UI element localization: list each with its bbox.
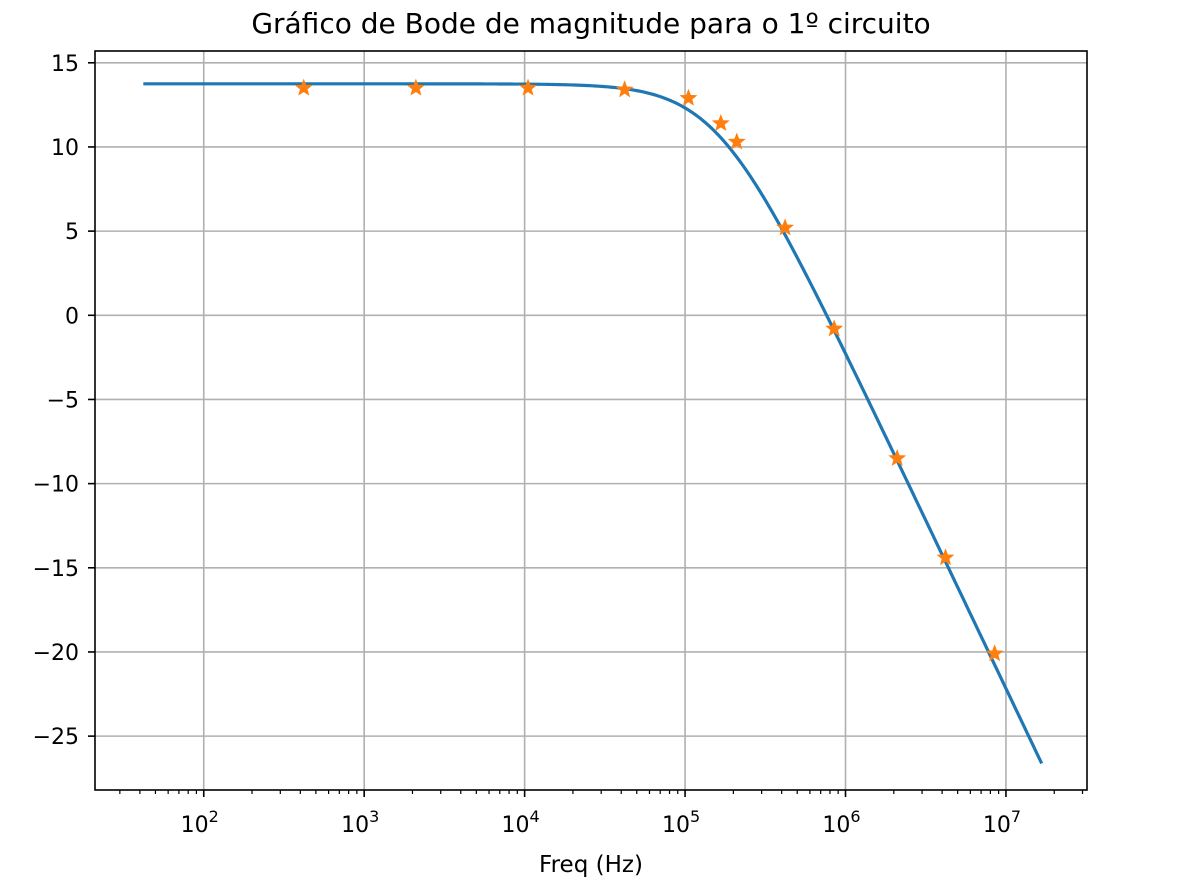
measured-point-star: [776, 218, 795, 236]
x-tick-label: 106: [822, 807, 860, 838]
measured-point-star: [711, 113, 730, 131]
y-tick-label: −15: [33, 557, 79, 582]
x-tick-label-base: 10: [502, 813, 530, 838]
x-tick-label-base: 10: [662, 813, 690, 838]
x-tick-label-exponent: 6: [850, 807, 860, 826]
y-tick-label: −10: [33, 473, 79, 498]
x-tick-label-exponent: 7: [1011, 807, 1021, 826]
x-tick-label-base: 10: [822, 813, 850, 838]
x-tick-label-base: 10: [341, 813, 369, 838]
x-tick-label-base: 10: [181, 813, 209, 838]
y-tick-label: 0: [65, 304, 79, 329]
x-tick-label: 104: [502, 807, 540, 838]
y-tick-label: −25: [33, 725, 79, 750]
measured-point-star: [406, 78, 425, 96]
x-tick-label: 103: [341, 807, 379, 838]
measured-point-star: [679, 88, 698, 106]
measured-point-star: [985, 644, 1004, 662]
x-tick-label-exponent: 2: [209, 807, 219, 826]
y-tick-label: −5: [47, 388, 79, 413]
x-tick-label-base: 10: [983, 813, 1011, 838]
grid: [95, 51, 1087, 790]
y-tick-label: −20: [33, 641, 79, 666]
x-tick-label: 105: [662, 807, 700, 838]
measured-point-star: [888, 448, 907, 466]
y-tick-label: 5: [65, 220, 79, 245]
plot-area-frame: [94, 50, 1088, 791]
x-tick-label-exponent: 4: [530, 807, 540, 826]
x-axis-label: Freq (Hz): [539, 852, 643, 878]
x-tick-label: 102: [181, 807, 219, 838]
measured-point-star: [294, 78, 313, 96]
measured-point-star: [727, 132, 746, 150]
measured-point-star: [825, 319, 844, 337]
measured-point-star: [936, 548, 955, 566]
plot-series: [143, 78, 1044, 765]
x-tick-label-exponent: 5: [690, 807, 700, 826]
chart-title: Gráfico de Bode de magnitude para o 1º c…: [251, 7, 930, 40]
x-tick-label-exponent: 3: [369, 807, 379, 826]
magnitude-line: [143, 82, 1044, 765]
measured-point-star: [519, 78, 537, 96]
y-tick-label: 10: [51, 136, 79, 161]
y-tick-label: 15: [51, 52, 79, 77]
measured-point-star: [615, 80, 634, 98]
x-tick-label: 107: [983, 807, 1021, 838]
